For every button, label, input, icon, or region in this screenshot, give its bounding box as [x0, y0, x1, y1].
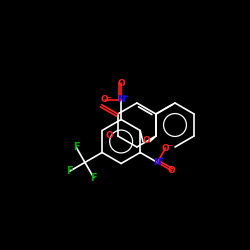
- Text: +: +: [158, 156, 164, 162]
- Text: N: N: [117, 95, 125, 104]
- Text: −: −: [166, 142, 172, 150]
- Text: O: O: [162, 144, 170, 152]
- Text: O: O: [101, 95, 108, 104]
- Text: O: O: [106, 132, 114, 140]
- Text: O: O: [168, 166, 175, 175]
- Text: O: O: [142, 136, 150, 145]
- Text: F: F: [73, 142, 80, 152]
- Text: F: F: [90, 173, 97, 183]
- Text: −: −: [105, 93, 111, 102]
- Text: N: N: [154, 158, 161, 167]
- Text: +: +: [122, 94, 128, 100]
- Text: F: F: [66, 166, 73, 176]
- Text: O: O: [117, 79, 125, 88]
